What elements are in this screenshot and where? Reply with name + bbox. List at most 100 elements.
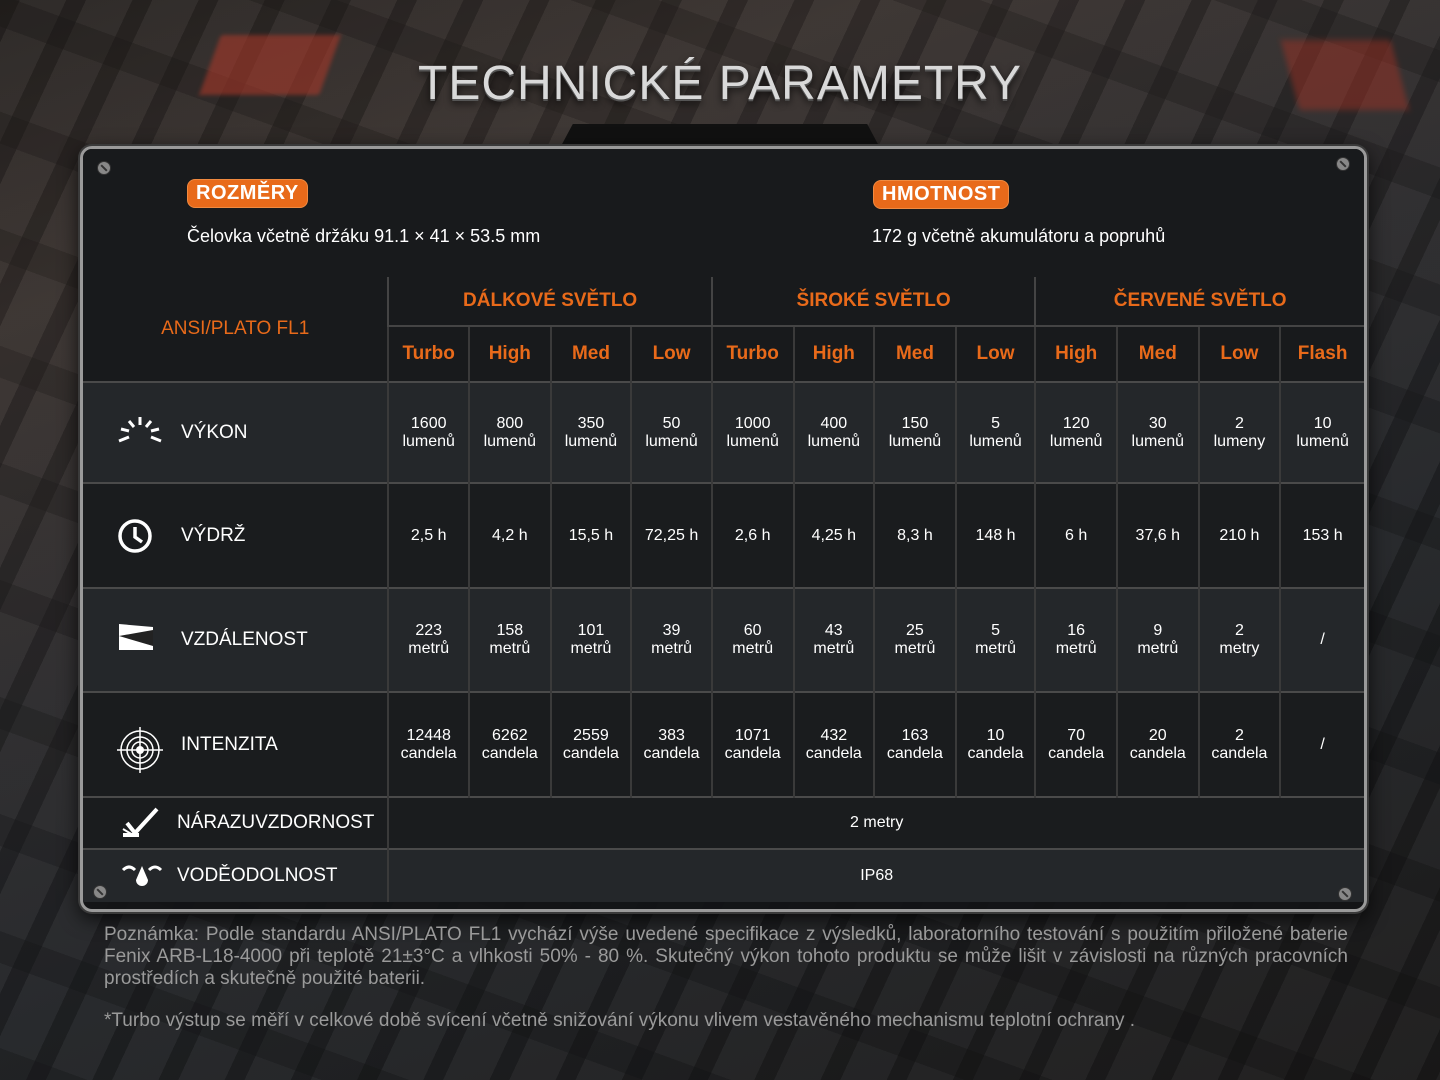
mode-header: High [468, 326, 551, 382]
table-cell: 5 lumenů [954, 382, 1036, 483]
table-row: INTENZITA 12448 candela 6262 candela 2559 cand… [83, 692, 1364, 797]
table-cell: 800 lumenů [468, 382, 551, 483]
table-cell: 400 lumenů [792, 382, 875, 483]
cell-value: 25 [906, 622, 924, 639]
table-cell: 5 metrů [954, 588, 1036, 692]
cell-value: 350 [577, 414, 605, 432]
table-cell: 2559 candela [549, 692, 632, 797]
cell-value: 37,6 h [1135, 526, 1181, 544]
cell-value: 2,6 h [734, 526, 771, 544]
cell-value: 2 [1234, 622, 1244, 639]
cell-value: 72,25 h [644, 526, 699, 544]
cell-value: 101 [577, 622, 605, 639]
table-cell: 60 metrů [710, 588, 794, 692]
row-header: VÝKON [83, 382, 388, 483]
cell-value: 2 [1234, 726, 1244, 744]
cell-unit: lumenů [888, 432, 942, 450]
target-icon [117, 726, 163, 773]
cell-value: 383 [658, 726, 685, 744]
cell-value: / [1320, 631, 1325, 648]
cell-unit: metrů [570, 640, 612, 657]
row-header-water: VODĚODOLNOST [83, 849, 388, 902]
row-label: VÝKON [181, 421, 248, 443]
table-cell: 43 metrů [792, 588, 875, 692]
beam-distance-icon [117, 622, 163, 658]
cell-value: 223 [415, 622, 443, 639]
impact-value: 2 metry [387, 797, 1364, 849]
cell-unit: metrů [894, 640, 936, 657]
footnote: Poznámka: Podle standardu ANSI/PLATO FL1… [104, 924, 1348, 989]
cell-unit: candela [724, 744, 781, 762]
table-cell: 2 metry [1197, 588, 1281, 692]
cell-value: 16 [1067, 622, 1086, 639]
mode-header: Med [549, 326, 632, 382]
clock-icon [117, 518, 163, 554]
cell-value: 20 [1148, 726, 1167, 744]
weight-value: 172 g včetně akumulátoru a popruhů [872, 226, 1166, 246]
table-cell: 70 candela [1034, 692, 1117, 797]
mode-header: Med [1115, 326, 1199, 382]
cell-value: 10 [986, 726, 1005, 744]
group-header-red: ČERVENÉ SVĚTLO [1034, 277, 1364, 327]
cell-unit: candela [481, 744, 538, 762]
row-label: VZDÁLENOST [181, 629, 308, 650]
table-cell: 12448 candela [387, 692, 469, 797]
cell-value: 400 [820, 414, 848, 432]
mode-header: Med [873, 326, 956, 382]
group-header-far: DÁLKOVÉ SVĚTLO [387, 277, 712, 327]
table-cell: 6262 candela [468, 692, 551, 797]
table-cell: 1600 lumenů [387, 382, 469, 483]
table-cell: 10 candela [954, 692, 1036, 797]
row-header: VÝDRŽ [83, 483, 388, 588]
screw-icon [1338, 887, 1352, 901]
cell-value: 70 [1067, 726, 1086, 744]
dimensions-value: Čelovka včetně držáku 91.1 × 41 × 53.5 m… [187, 226, 541, 246]
mode-header: Low [1197, 326, 1281, 382]
table-cell: 37,6 h [1115, 483, 1199, 588]
weight-badge: HMOTNOST [873, 180, 1010, 209]
light-burst-icon [117, 415, 163, 451]
cell-value: 30 [1148, 414, 1167, 432]
row-label: VÝDRŽ [181, 524, 246, 546]
table-cell: 148 h [954, 483, 1036, 588]
table-cell: 6 h [1034, 483, 1117, 588]
table-cell: 120 lumenů [1034, 382, 1117, 483]
table-cell: 2 lumeny [1197, 382, 1281, 483]
cell-value: 15,5 h [568, 526, 614, 544]
cell-value: 153 h [1302, 526, 1343, 544]
cell-value: 158 [496, 622, 524, 639]
cell-value: 1000 [734, 414, 771, 432]
table-cell: / [1279, 692, 1364, 797]
cell-unit: metrů [1055, 640, 1097, 657]
cell-value: 39 [662, 622, 681, 639]
table-row: VZDÁLENOST 223 metrů 158 metrů 101 metrů 39 metr… [83, 588, 1364, 692]
cell-unit: lumenů [1049, 432, 1103, 450]
table-cell: 4,2 h [468, 483, 551, 588]
cell-value: / [1320, 735, 1325, 753]
cell-unit: lumenů [402, 432, 455, 450]
cell-value: 6262 [492, 726, 528, 744]
table-cell: 20 candela [1115, 692, 1199, 797]
cell-unit: lumenů [726, 432, 779, 450]
cell-unit: metry [1219, 640, 1260, 657]
cell-unit: candela [643, 744, 700, 762]
cell-value: 150 [901, 414, 929, 432]
row-header: INTENZITA [83, 692, 388, 797]
cell-value: 50 [662, 414, 681, 432]
cell-unit: lumeny [1213, 432, 1266, 450]
spec-table: ANSI/PLATO FL1 DÁLKOVÉ SVĚTLO ŠIROKÉ SVĚ… [83, 277, 1364, 902]
screw-icon [97, 161, 111, 175]
cell-unit: metrů [975, 640, 1016, 657]
page-title: TECHNICKÉ PARAMETRY [418, 57, 1022, 110]
cell-unit: metrů [408, 640, 450, 657]
table-cell: 153 h [1279, 483, 1364, 588]
cell-unit: lumenů [564, 432, 618, 450]
table-cell: 101 metrů [549, 588, 632, 692]
group-header-wide: ŠIROKÉ SVĚTLO [710, 277, 1036, 327]
cell-value: 210 h [1219, 526, 1260, 544]
mode-header: Low [630, 326, 712, 382]
table-cell: 39 metrů [630, 588, 712, 692]
cell-unit: candela [1129, 744, 1186, 762]
water-value: IP68 [387, 849, 1364, 902]
cell-unit: candela [1211, 744, 1268, 762]
